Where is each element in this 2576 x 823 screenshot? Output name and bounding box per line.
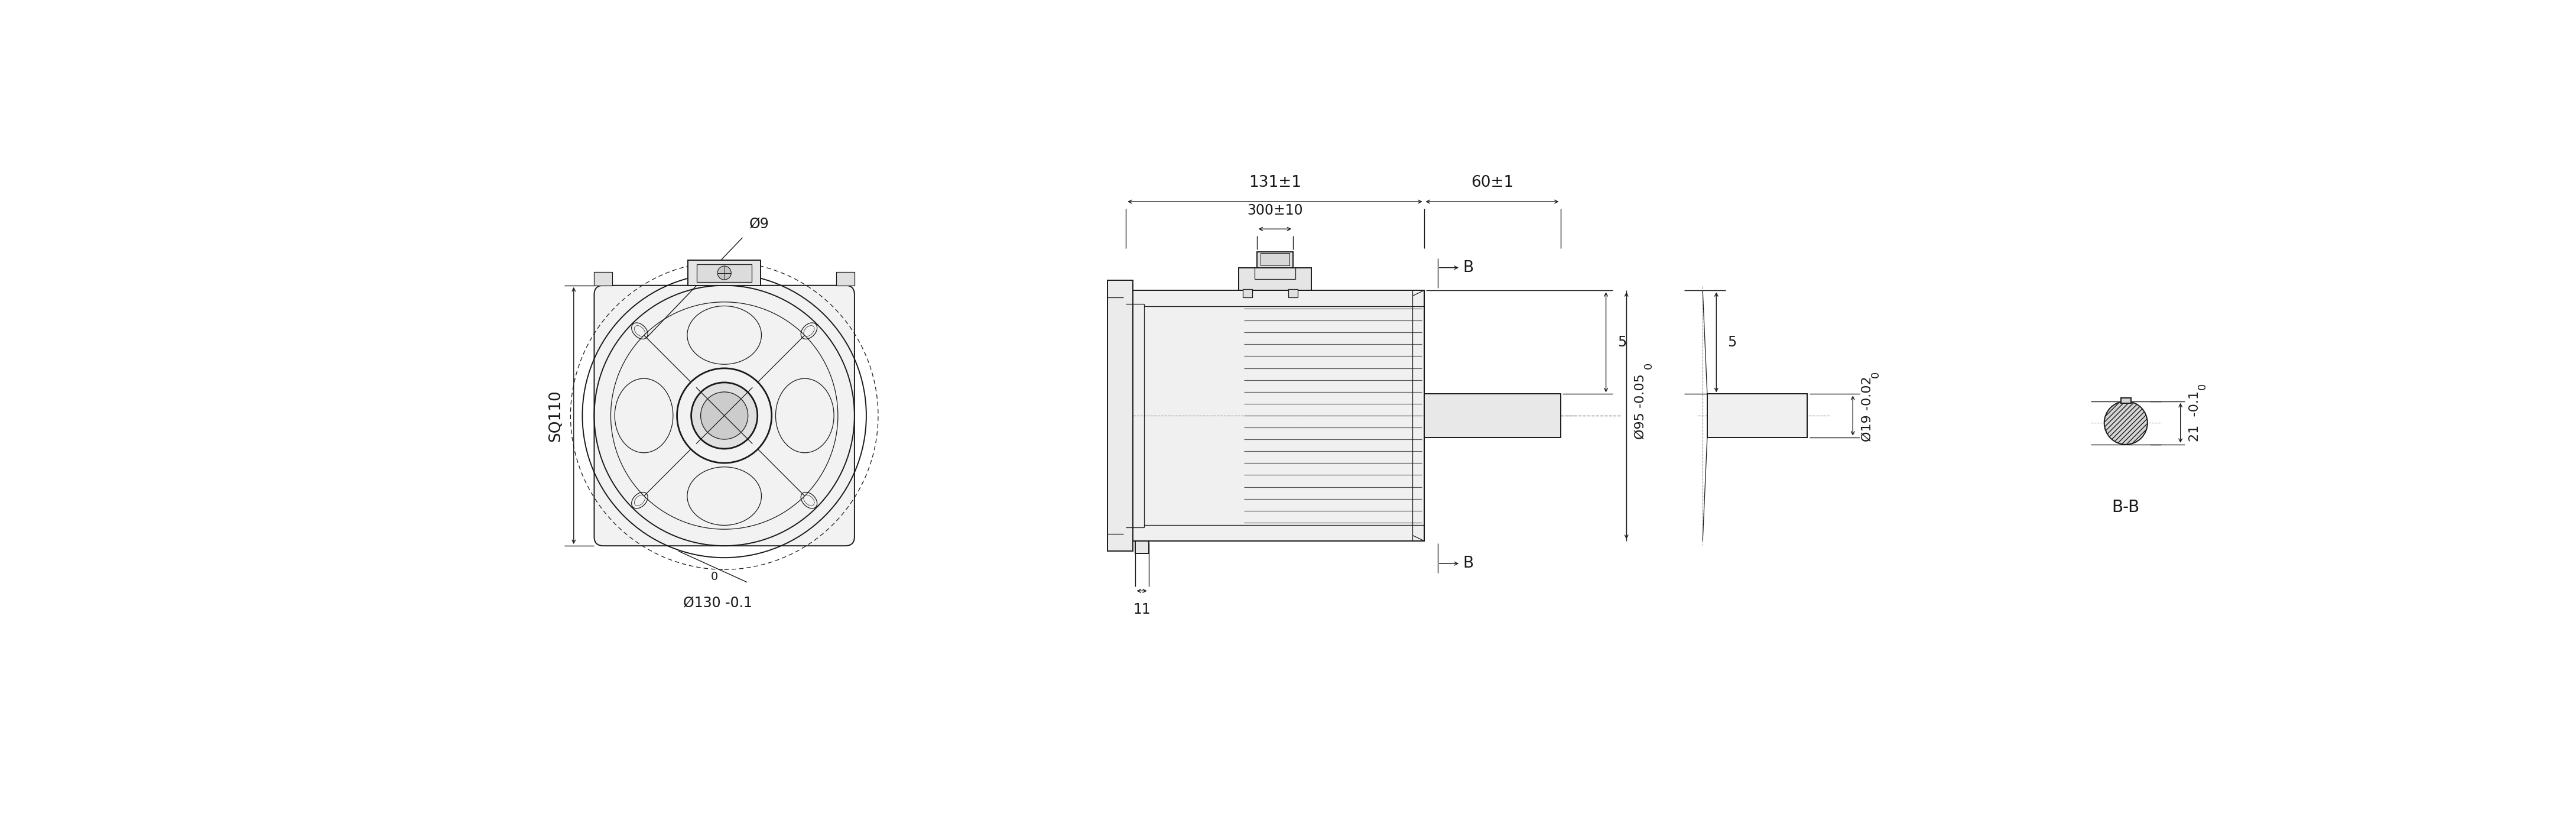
Text: 21  -0.1: 21 -0.1 — [2190, 391, 2200, 441]
Circle shape — [719, 266, 732, 280]
Bar — [2120, 398, 2130, 403]
Text: 0: 0 — [1870, 371, 1880, 378]
Text: B: B — [1463, 260, 1473, 276]
Bar — [1288, 289, 1298, 297]
Bar — [688, 260, 760, 286]
Text: 0: 0 — [1643, 362, 1654, 369]
Text: Ø130 -0.1: Ø130 -0.1 — [683, 596, 752, 610]
Text: Ø19 -0.02: Ø19 -0.02 — [1860, 376, 1873, 441]
Bar — [1108, 281, 1133, 551]
Text: 5: 5 — [1728, 335, 1736, 349]
Bar — [1126, 291, 1425, 541]
Text: 60±1: 60±1 — [1471, 175, 1515, 190]
Text: Ø95 -0.05: Ø95 -0.05 — [1636, 374, 1646, 439]
Text: B-B: B-B — [2112, 500, 2141, 516]
Text: 11: 11 — [1133, 602, 1151, 616]
FancyBboxPatch shape — [595, 286, 855, 546]
Bar — [1239, 267, 1311, 291]
Text: Ø9: Ø9 — [750, 216, 770, 230]
Bar — [1260, 253, 1291, 265]
Text: 131±1: 131±1 — [1249, 175, 1301, 190]
Bar — [1136, 541, 1149, 554]
Circle shape — [690, 383, 757, 449]
Text: 0: 0 — [2197, 384, 2208, 390]
Circle shape — [2105, 402, 2148, 444]
Bar — [1244, 289, 1252, 297]
Text: SQ110: SQ110 — [549, 389, 564, 442]
Text: 0: 0 — [711, 571, 719, 582]
Text: 5: 5 — [1618, 335, 1625, 349]
Text: B: B — [1463, 556, 1473, 571]
Circle shape — [701, 392, 747, 439]
Bar — [1425, 394, 1561, 437]
Bar — [1708, 394, 1808, 437]
Text: 300±10: 300±10 — [1247, 203, 1303, 217]
Bar — [837, 272, 855, 286]
Bar — [1257, 252, 1293, 267]
Bar — [698, 264, 752, 281]
Bar — [595, 272, 613, 286]
